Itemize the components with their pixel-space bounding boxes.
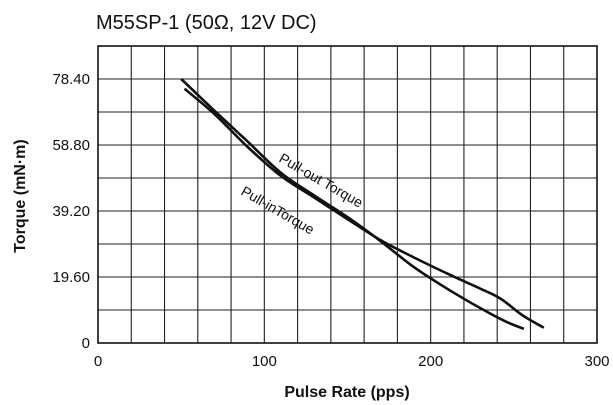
chart-title: M55SP-1 (50Ω, 12V DC) [96,12,317,34]
plot-border [97,45,598,344]
y-axis-ticks: 0 19.60 39.20 58.80 78.40 [52,71,90,352]
y-axis-label: Torque (mN·m) [12,139,29,252]
chart-series [180,78,545,331]
y-tick-label: 58.80 [52,137,90,154]
x-tick-label: 0 [94,353,102,370]
x-tick-label: 100 [252,353,277,370]
y-tick-label: 19.60 [52,269,90,286]
y-tick-label: 39.20 [52,203,90,220]
plot-frame [97,45,598,344]
chart-grid [98,46,597,343]
x-tick-label: 200 [418,353,443,370]
x-axis-label: Pulse Rate (pps) [284,384,409,401]
x-axis-ticks: 0 100 200 300 [94,353,610,370]
y-tick-label: 0 [82,335,90,352]
x-tick-label: 300 [584,353,609,370]
y-tick-label: 78.40 [52,71,90,88]
series-line-pull-in [180,78,525,331]
